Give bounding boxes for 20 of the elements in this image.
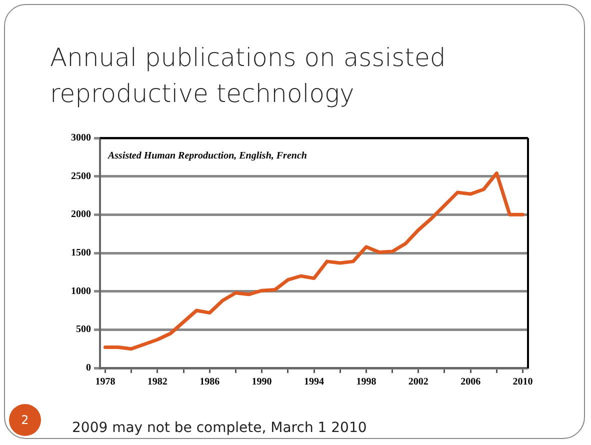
x-tick-label: 1978	[95, 376, 116, 388]
annotation: Assisted Human Reproduction, English, French	[107, 150, 308, 162]
text: 2	[9, 404, 41, 436]
text: 2009 may not be complete, March 1 2010	[72, 420, 367, 436]
x-tick-label: 1990	[252, 376, 272, 388]
x-tick-label: 2006	[460, 376, 481, 388]
y-tick-label: 1000	[71, 286, 91, 297]
x-tick-label: 1982	[147, 376, 168, 388]
chart-title: Annual publications on assisted reproductive technology	[50, 42, 447, 110]
x-tick-label: 2010	[512, 376, 533, 388]
x-tick-label: 1994	[304, 376, 324, 388]
x-tick-label: 2002	[408, 376, 428, 388]
y-tick-label: 3000	[71, 132, 91, 144]
y-tick-label: 2500	[71, 170, 91, 182]
y-tick-label: 500	[76, 324, 91, 336]
y-tick-label: 1500	[71, 248, 91, 259]
y-tick-label: 0	[86, 362, 91, 374]
x-tick-label: 1986	[200, 376, 220, 388]
x-tick-label: 1998	[356, 376, 376, 388]
y-tick-label: 2000	[71, 209, 91, 220]
